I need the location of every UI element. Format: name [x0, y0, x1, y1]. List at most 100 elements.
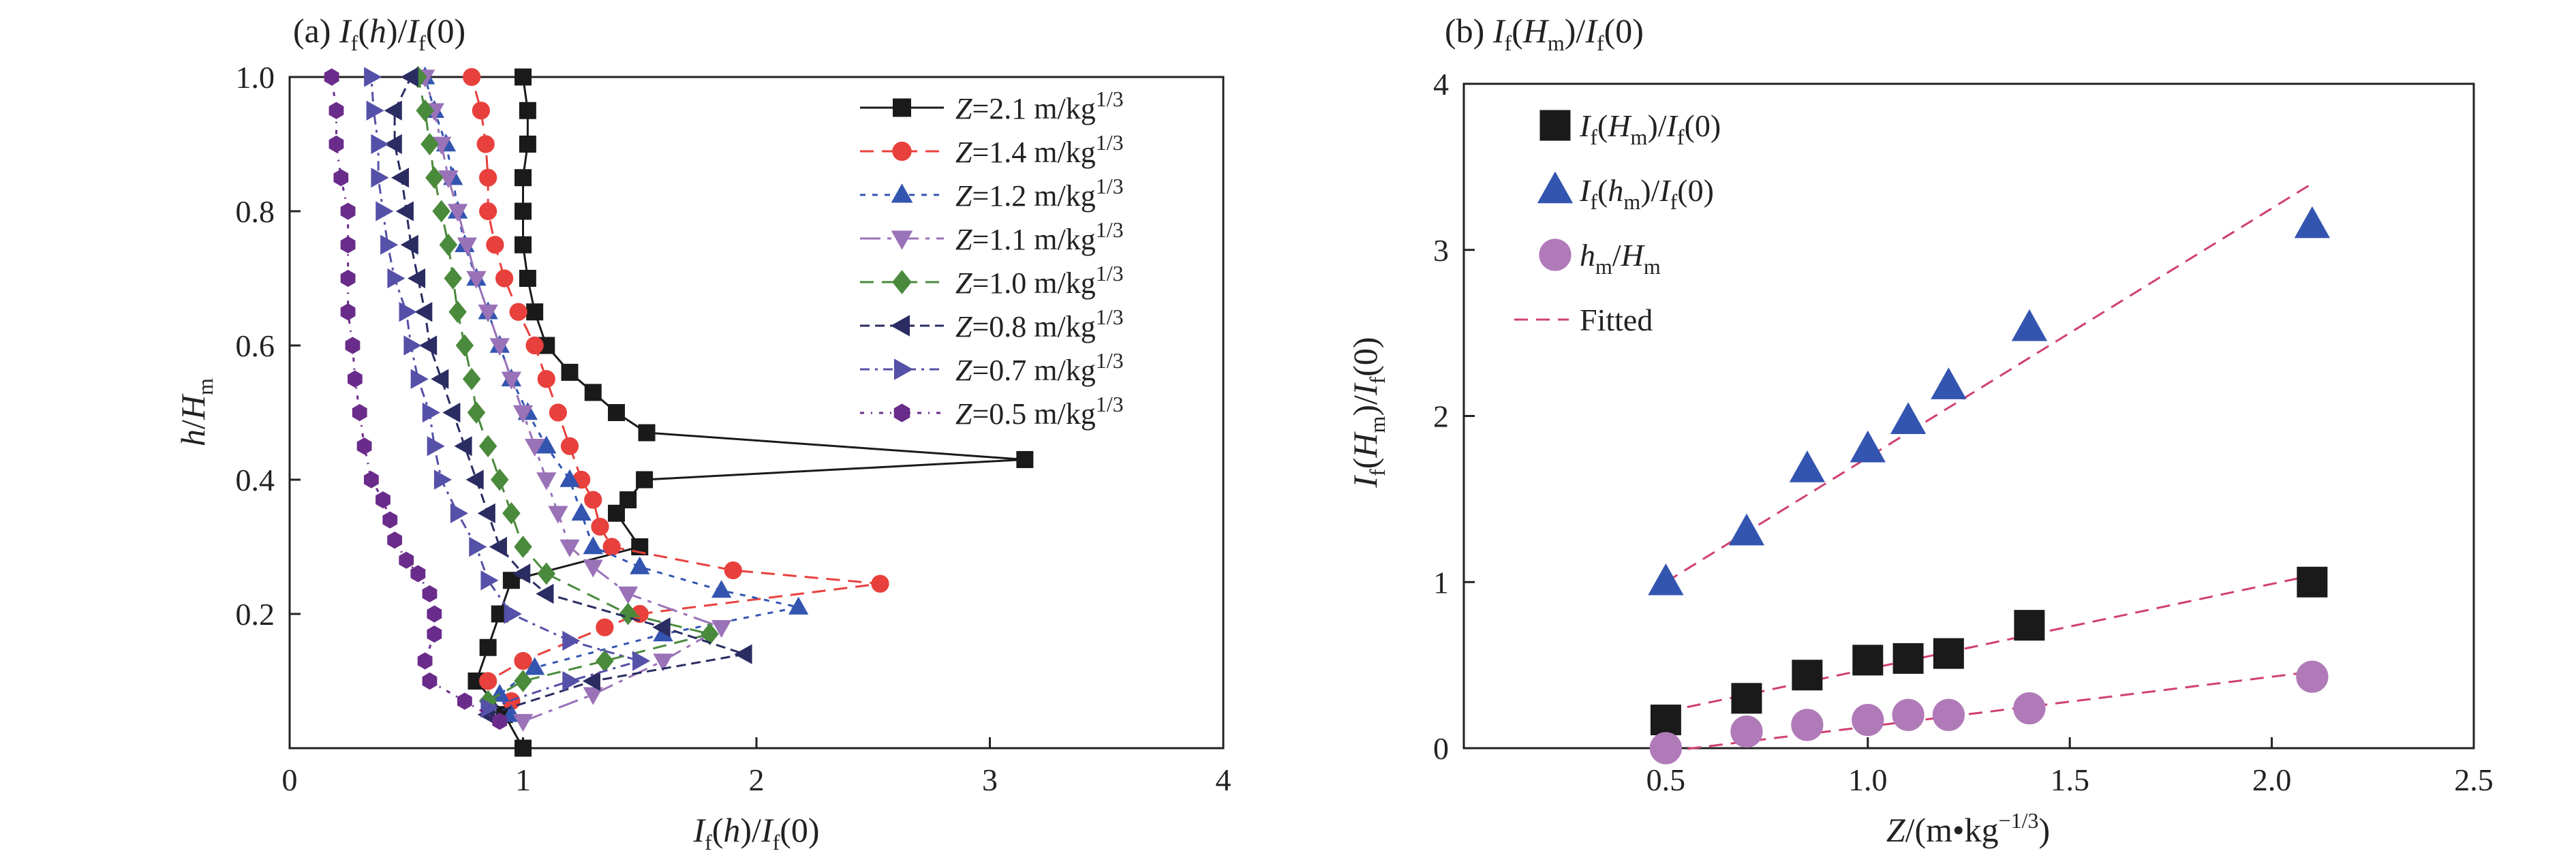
data-point [364, 67, 382, 87]
data-point [638, 424, 656, 442]
panel-a-ylabel: h/Hm [174, 378, 217, 446]
data-point [1931, 367, 1967, 399]
data-point [525, 336, 544, 355]
data-point [1890, 402, 1927, 435]
data-point [427, 625, 442, 643]
legend-label: Z=1.2 m/kg1/3 [955, 174, 1124, 213]
series-triangle-down [414, 70, 732, 732]
legend-marker [893, 403, 910, 422]
data-point [366, 100, 384, 121]
legend-marker [893, 358, 914, 380]
data-point [2296, 660, 2329, 693]
panel-a-title: (a) If(h)/If(0) [293, 12, 465, 55]
data-point [1731, 683, 1762, 714]
data-point [596, 618, 614, 636]
data-point [536, 435, 557, 454]
data-point [491, 468, 509, 491]
series-hexagon [324, 68, 508, 730]
data-point [515, 739, 532, 757]
data-point [514, 670, 532, 692]
data-point [561, 363, 579, 381]
data-point [399, 551, 414, 569]
data-point [583, 536, 603, 555]
data-point [407, 268, 426, 289]
data-point [788, 596, 809, 615]
data-point [492, 713, 508, 730]
series-diamond [409, 65, 719, 713]
panel-b-series [1648, 206, 2331, 765]
data-point [433, 469, 453, 490]
data-point [457, 692, 472, 710]
data-point [584, 384, 602, 401]
data-point [479, 672, 497, 690]
data-point [416, 99, 434, 122]
data-point [375, 201, 394, 221]
data-point [619, 491, 637, 509]
legend-label: Z=2.1 m/kg1/3 [955, 87, 1124, 125]
panel-b-ylabel: If(Hm)/If(0) [1346, 337, 1390, 488]
data-point [2294, 206, 2331, 238]
legend-marker [891, 230, 913, 250]
data-point [384, 134, 402, 155]
data-point [537, 562, 555, 585]
data-point [328, 102, 344, 119]
data-point [711, 620, 732, 638]
data-point [479, 638, 497, 656]
data-point [410, 369, 429, 389]
data-point [653, 653, 673, 672]
data-point [466, 271, 487, 289]
data-point [324, 68, 339, 86]
x-tick-label: 2 [749, 762, 765, 797]
data-point [363, 471, 379, 489]
legend-label: Z=0.8 m/kg1/3 [955, 305, 1124, 343]
data-point [501, 371, 522, 390]
legend-marker [1539, 238, 1571, 271]
x-tick-label: 0.5 [1646, 762, 1686, 797]
data-point [1016, 450, 1034, 468]
data-point [387, 531, 403, 549]
data-point [701, 623, 719, 645]
data-point [1789, 450, 1826, 482]
data-point [457, 237, 477, 256]
data-point [515, 202, 532, 220]
data-point [478, 305, 498, 323]
data-point [617, 586, 639, 604]
panel-b-legend-label-2: If(hm)/If(0) [1579, 173, 1714, 214]
series-triangle-left [384, 67, 752, 725]
data-point [417, 652, 433, 670]
panel-a-ticks: 0 1 2 3 4 0.2 0.4 0.6 0.8 1.0 [236, 60, 1231, 797]
data-point [479, 202, 497, 221]
data-point [582, 670, 600, 692]
data-point [477, 503, 495, 523]
data-point [382, 511, 398, 529]
data-point [431, 369, 449, 389]
data-point [1649, 732, 1682, 765]
data-point [509, 303, 527, 321]
panel-b-legend-markers [1514, 110, 1574, 321]
data-point [340, 303, 356, 321]
data-point [630, 556, 650, 574]
data-point [462, 367, 481, 390]
data-point [403, 335, 422, 356]
x-tick-label: 2.5 [2454, 762, 2494, 797]
legend-label: Z=1.1 m/kg1/3 [955, 217, 1124, 256]
legend-label: Z=0.5 m/kg1/3 [955, 392, 1124, 431]
data-point [711, 580, 732, 598]
data-point [400, 234, 418, 255]
data-point [348, 370, 363, 388]
panel-b-fits [1665, 182, 2313, 753]
data-point [448, 300, 467, 324]
data-point [2014, 610, 2045, 641]
data-point [1792, 660, 1823, 691]
data-point [537, 370, 555, 388]
data-point [454, 436, 472, 457]
data-point [1730, 715, 1763, 748]
data-point [447, 204, 468, 222]
series-triangle-up [1648, 206, 2331, 596]
data-point [371, 168, 389, 188]
data-point [608, 404, 625, 421]
data-point [512, 564, 531, 584]
data-point [524, 657, 545, 675]
data-point [432, 200, 450, 223]
legend-label: Z=0.7 m/kg1/3 [955, 348, 1124, 387]
